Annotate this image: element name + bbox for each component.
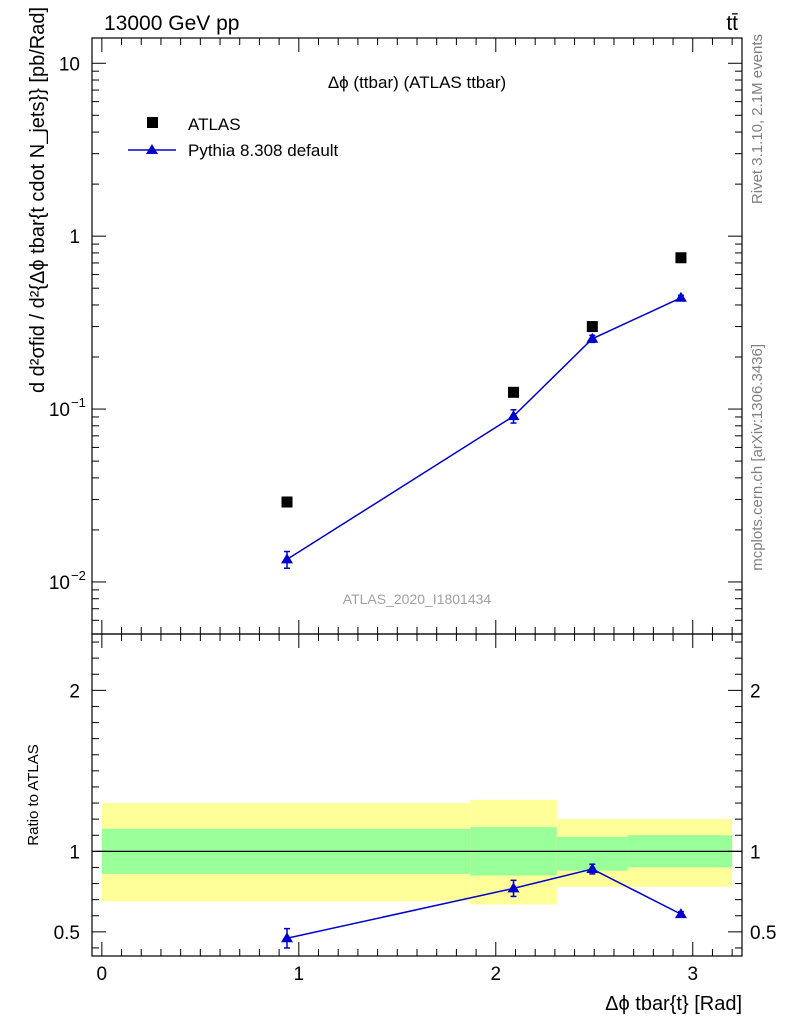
x-tick-label-3: 3 [687,964,698,985]
legend-pythia-label: Pythia 8.308 default [188,141,339,160]
axis-ticks [92,38,742,956]
mcplots-label: mcplots.cern.ch [arXiv:1306.3436] [749,344,766,571]
legend-atlas-marker [147,117,158,128]
ratio-y-axis-label: Ratio to ATLAS [25,744,42,845]
legend-pythia-marker [146,144,158,154]
pythia-point-1 [507,410,520,421]
ratio-point-1 [507,882,520,893]
pythia-line [286,297,682,561]
atlas-point-2 [586,321,598,333]
y-tick-label-2: 1 [69,227,80,248]
ratio-y-tick-label-right-0.5: 0.5 [750,923,776,944]
pythia-point-2 [586,332,599,343]
y-tick-label-1: 10 [49,400,70,421]
pythia-point-3 [674,291,687,302]
ratio-point-2 [586,863,599,874]
main-y-axis-label: d d²σfid / d²{Δϕ tbar{t cdot N_jets}} [p… [27,7,49,393]
ratio-y-tick-label-left-2: 2 [69,681,80,702]
x-tick-label-0: 0 [97,964,108,985]
rivet-version-label: Rivet 3.1.10, 2.1M events [749,34,766,204]
ratio-y-tick-label-left-0.5: 0.5 [54,923,80,944]
main-y-axis-label-text: d d²σfid / d²{Δϕ tbar{t cdot N_jets}} [p… [27,7,49,393]
data-marks [281,252,687,949]
ratio-bands [92,799,742,905]
ratio-line [286,868,682,940]
x-tick-label-1: 1 [294,964,305,985]
y-tick-label-0: 10 [49,573,70,594]
atlas-point-0 [281,496,293,508]
analysis-watermark: ATLAS_2020_I1801434 [343,591,492,607]
ratio-y-tick-label-right-1: 1 [750,842,761,863]
x-tick-label-2: 2 [490,964,501,985]
x-axis-label: Δϕ tbar{t} [Rad] [605,993,742,1015]
ratio-y-tick-label-left-1: 1 [69,842,80,863]
y-tick-exp-0: −2 [71,568,86,583]
ratio-panel-frame [91,633,743,957]
ratio-point-3 [674,908,687,919]
pythia-point-0 [281,553,293,564]
legend: ATLAS Pythia 8.308 default [128,115,339,160]
energy-label: 13000 GeV pp [104,12,239,35]
y-tick-exp-1: −1 [71,395,86,410]
ratio-y-tick-label-right-2: 2 [750,681,761,702]
process-label: tt̄ [726,12,738,35]
atlas-point-3 [675,252,687,264]
ratio-point-0 [281,932,293,943]
legend-atlas-label: ATLAS [188,115,241,134]
y-tick-label-3: 10 [59,54,80,75]
atlas-point-1 [508,386,520,398]
plot-title: Δϕ (ttbar) (ATLAS ttbar) [328,73,506,92]
